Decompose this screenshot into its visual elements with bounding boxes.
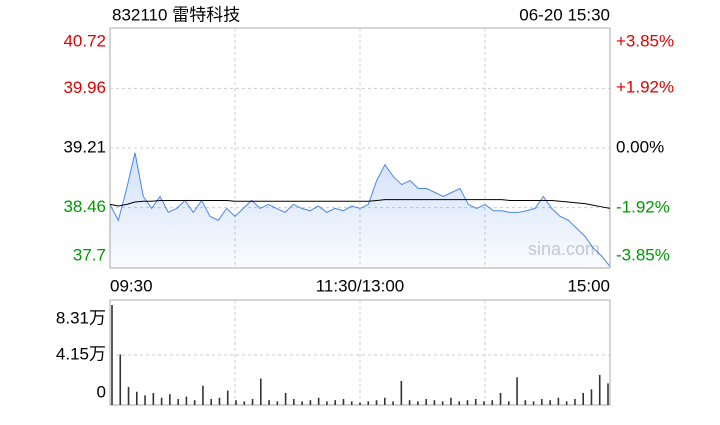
volume-bar [466,400,469,405]
volume-bar [565,401,568,405]
volume-bar [293,398,295,405]
average-line [109,199,611,209]
volume-bar [317,397,320,405]
x-tick-label: 11:30/13:00 [316,276,405,295]
volume-frame [109,299,611,406]
volume-bar [499,392,502,405]
volume-bar [119,354,122,405]
volume-bar [474,398,477,405]
volume-bar [607,383,609,405]
volume-bar [177,398,179,405]
volume-bar [375,400,378,405]
volume-bar [491,400,494,405]
price-line [109,152,611,267]
y2-tick-label: +3.85% [616,31,674,50]
volume-bar [243,401,246,405]
volume-bar [450,397,452,405]
volume-bar [392,401,394,405]
volume-bar [524,400,527,405]
volume-bar [541,398,543,405]
volume-bar [574,398,576,405]
volume-bar [408,400,411,405]
volume-bar [210,398,212,405]
volume-bar [276,401,279,405]
volume-bar [127,386,130,405]
volume-bar [144,395,146,405]
y-tick-label: 8.31万 [56,308,106,327]
volume-bar [326,401,328,405]
volume-bar [532,401,535,405]
volume-bar [202,385,204,405]
y-tick-label: 38.46 [63,197,106,216]
volume-bar [483,401,485,405]
volume-bar [169,394,171,405]
y-tick-label: 39.96 [63,78,106,97]
volume-bar [458,401,460,405]
stock-title: 832110 雷特科技 [112,5,240,24]
volume-bar [441,401,444,405]
volume-bar [367,401,370,405]
volume-bar [433,400,436,405]
volume-bar [425,398,427,405]
timestamp: 06-20 15:30 [519,5,610,24]
volume-bar [268,400,270,405]
volume-bar [590,389,593,405]
volume-bar [516,377,518,405]
y-tick-label: 39.21 [63,137,106,156]
price-area [110,152,610,268]
volume-bar [350,401,353,405]
volume-bar [160,397,163,405]
volume-bar [251,398,254,405]
volume-bar [193,400,196,405]
volume-bar [342,398,345,405]
volume-bar [284,392,287,405]
volume-bar [111,305,113,405]
volume-bar [152,392,155,405]
volume-bar [557,397,560,405]
y2-tick-label: 0.00% [616,137,664,156]
y2-tick-label: -1.92% [616,197,670,216]
x-tick-label: 09:30 [110,276,153,295]
y2-tick-label: +1.92% [616,78,674,97]
volume-bar [582,392,584,405]
volume-bar [260,378,262,405]
x-tick-label: 15:00 [567,276,610,295]
volume-bar [384,397,386,405]
y-tick-label: 0 [97,382,106,401]
volume-bar [301,401,303,405]
volume-bar [226,390,229,405]
y-tick-label: 4.15万 [56,345,106,364]
volume-bar [549,400,551,405]
volume-bar [400,380,403,405]
volume-bar [598,374,601,405]
volume-bar [334,400,336,405]
volume-bar [359,402,361,405]
y2-tick-label: -3.85% [616,245,670,264]
volume-bar [218,397,221,405]
volume-bar [417,401,419,405]
volume-bar [508,401,510,405]
volume-bar [309,400,312,405]
volume-bar [136,391,138,405]
volume-bar [235,400,237,405]
y-tick-label: 37.7 [73,245,106,264]
volume-bar [185,396,188,405]
y-tick-label: 40.72 [63,31,106,50]
